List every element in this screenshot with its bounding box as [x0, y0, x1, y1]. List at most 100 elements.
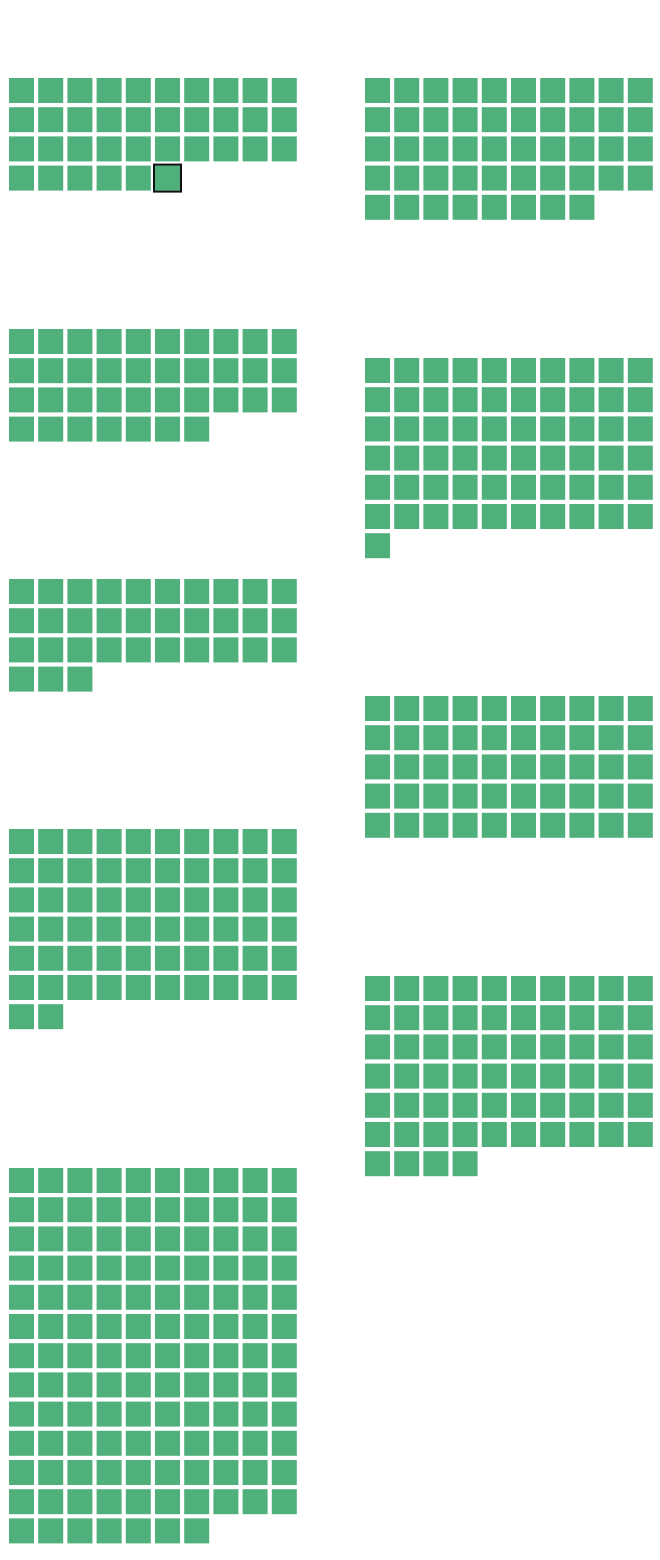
waffle-cell[interactable]	[627, 358, 653, 383]
waffle-cell[interactable]	[213, 916, 239, 942]
waffle-cell[interactable]	[155, 1372, 180, 1398]
waffle-cell[interactable]	[184, 608, 210, 634]
waffle-cell[interactable]	[271, 1430, 297, 1456]
waffle-cell[interactable]	[627, 1063, 653, 1089]
waffle-cell[interactable]	[627, 416, 653, 442]
waffle-cell[interactable]	[38, 916, 64, 942]
waffle-cell[interactable]	[242, 1197, 268, 1223]
waffle-cell[interactable]	[365, 78, 390, 103]
waffle-cell[interactable]	[365, 1092, 390, 1118]
waffle-cell[interactable]	[213, 1430, 239, 1456]
waffle-cell[interactable]	[271, 829, 297, 854]
waffle-cell[interactable]	[627, 107, 653, 133]
waffle-cell[interactable]	[452, 474, 478, 500]
waffle-cell[interactable]	[452, 1122, 478, 1147]
waffle-cell[interactable]	[271, 858, 297, 884]
waffle-cell[interactable]	[96, 1343, 122, 1369]
waffle-cell[interactable]	[569, 445, 595, 471]
waffle-cell[interactable]	[452, 976, 478, 1001]
waffle-cell[interactable]	[452, 107, 478, 133]
waffle-cell[interactable]	[365, 1151, 390, 1177]
waffle-cell[interactable]	[67, 416, 93, 442]
waffle-cell[interactable]	[271, 1168, 297, 1193]
waffle-cell[interactable]	[125, 608, 151, 634]
waffle-cell[interactable]	[540, 812, 566, 838]
waffle-cell[interactable]	[394, 194, 420, 220]
waffle-cell[interactable]	[365, 725, 390, 751]
waffle-cell[interactable]	[155, 1401, 180, 1427]
waffle-cell[interactable]	[271, 387, 297, 413]
waffle-cell[interactable]	[67, 1460, 93, 1485]
waffle-cell[interactable]	[365, 696, 390, 721]
waffle-cell[interactable]	[365, 1005, 390, 1031]
waffle-cell[interactable]	[155, 1197, 180, 1223]
waffle-cell[interactable]	[627, 136, 653, 162]
waffle-cell[interactable]	[569, 754, 595, 780]
waffle-cell[interactable]	[365, 812, 390, 838]
waffle-cell[interactable]	[184, 1226, 210, 1252]
waffle-cell[interactable]	[155, 416, 180, 442]
waffle-cell[interactable]	[125, 1226, 151, 1252]
waffle-cell[interactable]	[423, 1034, 449, 1060]
waffle-cell[interactable]	[38, 1430, 64, 1456]
waffle-cell[interactable]	[540, 1063, 566, 1089]
waffle-cell[interactable]	[38, 945, 64, 971]
waffle-cell[interactable]	[481, 194, 507, 220]
waffle-cell[interactable]	[271, 107, 297, 133]
waffle-cell[interactable]	[213, 1197, 239, 1223]
waffle-cell[interactable]	[540, 504, 566, 529]
waffle-cell[interactable]	[540, 136, 566, 162]
waffle-cell[interactable]	[365, 445, 390, 471]
waffle-cell[interactable]	[511, 1063, 536, 1089]
waffle-cell[interactable]	[365, 1034, 390, 1060]
waffle-cell[interactable]	[271, 945, 297, 971]
waffle-cell[interactable]	[125, 1430, 151, 1456]
waffle-cell[interactable]	[213, 136, 239, 162]
waffle-cell[interactable]	[67, 1518, 93, 1544]
waffle-cell[interactable]	[96, 945, 122, 971]
waffle-cell[interactable]	[96, 1226, 122, 1252]
waffle-cell[interactable]	[271, 975, 297, 1000]
waffle-cell[interactable]	[213, 829, 239, 854]
waffle-cell[interactable]	[9, 1004, 34, 1030]
waffle-cell[interactable]	[155, 1168, 180, 1193]
waffle-cell[interactable]	[598, 136, 624, 162]
waffle-cell[interactable]	[569, 812, 595, 838]
waffle-cell[interactable]	[511, 754, 536, 780]
waffle-cell[interactable]	[481, 1034, 507, 1060]
waffle-cell[interactable]	[242, 1284, 268, 1310]
waffle-cell[interactable]	[242, 1401, 268, 1427]
waffle-cell[interactable]	[423, 725, 449, 751]
waffle-cell[interactable]	[38, 136, 64, 162]
waffle-cell[interactable]	[481, 504, 507, 529]
waffle-cell[interactable]	[540, 358, 566, 383]
waffle-cell[interactable]	[184, 975, 210, 1000]
waffle-cell[interactable]	[511, 136, 536, 162]
waffle-cell[interactable]	[540, 1092, 566, 1118]
waffle-cell[interactable]	[423, 358, 449, 383]
waffle-cell[interactable]	[96, 329, 122, 354]
waffle-cell[interactable]	[184, 916, 210, 942]
waffle-cell[interactable]	[365, 976, 390, 1001]
waffle-cell[interactable]	[394, 1122, 420, 1147]
waffle-cell[interactable]	[96, 887, 122, 913]
waffle-cell[interactable]	[38, 1372, 64, 1398]
waffle-cell[interactable]	[155, 637, 180, 663]
waffle-cell[interactable]	[125, 1255, 151, 1281]
waffle-cell[interactable]	[9, 165, 34, 191]
waffle-cell[interactable]	[242, 1255, 268, 1281]
waffle-cell[interactable]	[125, 1314, 151, 1339]
waffle-cell[interactable]	[540, 1122, 566, 1147]
waffle-cell[interactable]	[242, 858, 268, 884]
waffle-cell[interactable]	[569, 783, 595, 809]
waffle-cell[interactable]	[96, 1255, 122, 1281]
waffle-cell[interactable]	[598, 387, 624, 413]
waffle-cell[interactable]	[9, 1430, 34, 1456]
waffle-cell[interactable]	[511, 696, 536, 721]
waffle-cell[interactable]	[540, 783, 566, 809]
waffle-cell[interactable]	[394, 1151, 420, 1177]
waffle-cell[interactable]	[96, 916, 122, 942]
waffle-cell[interactable]	[394, 696, 420, 721]
waffle-cell[interactable]	[511, 194, 536, 220]
waffle-cell[interactable]	[481, 976, 507, 1001]
